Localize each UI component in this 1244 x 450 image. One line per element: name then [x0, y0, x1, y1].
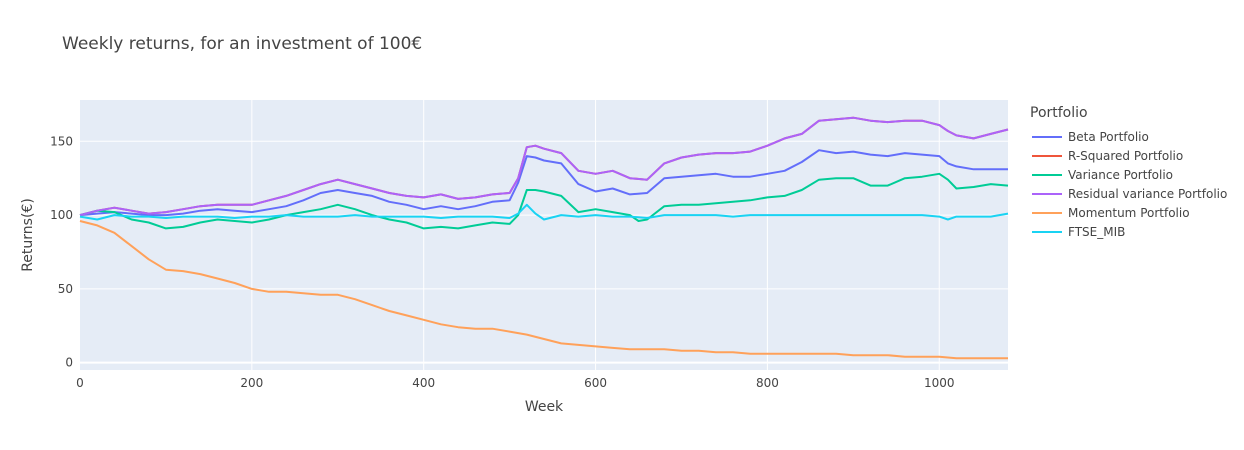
x-tick-label: 0 [76, 376, 84, 390]
y-axis-ticks: 0 50 100 150 [50, 134, 73, 369]
legend-label: FTSE_MIB [1068, 224, 1126, 239]
legend-swatch [1032, 173, 1062, 176]
legend-label: Momentum Portfolio [1068, 205, 1190, 220]
legend-label: R-Squared Portfolio [1068, 148, 1184, 163]
y-tick-label: 150 [50, 134, 73, 148]
x-tick-label: 1000 [924, 376, 955, 390]
series-line-variance-portfolio[interactable] [79, 172, 1009, 230]
legend-item-momentum-portfolio[interactable]: Momentum Portfolio [1030, 203, 1227, 222]
x-tick-label: 600 [584, 376, 607, 390]
y-tick-label: 0 [65, 356, 73, 370]
x-tick-label: 800 [756, 376, 779, 390]
x-axis-title: Week [525, 399, 564, 415]
legend: Portfolio Beta Portfolio R-Squared Portfo… [1030, 105, 1227, 241]
legend-label: Beta Portfolio [1068, 129, 1149, 144]
legend-label: Residual variance Portfolio [1068, 186, 1228, 201]
legend-swatch [1032, 192, 1062, 195]
series-line-beta-portfolio[interactable] [79, 149, 1008, 217]
plot-background [80, 100, 1008, 370]
legend-item-variance-portfolio[interactable]: Variance Portfolio [1030, 165, 1227, 184]
legend-label: Variance Portfolio [1068, 167, 1174, 182]
series-lines [79, 116, 1009, 360]
legend-items: Beta Portfolio R-Squared Portfolio Varianc… [1030, 127, 1227, 241]
y-tick-label: 100 [50, 208, 73, 222]
x-tick-label: 200 [240, 376, 263, 390]
x-axis-ticks: 0 200 400 600 800 1000 [76, 376, 954, 390]
legend-swatch [1032, 154, 1062, 157]
series-line-momentum-portfolio[interactable] [79, 220, 1008, 360]
legend-swatch [1032, 211, 1062, 214]
legend-item-beta-portfolio[interactable]: Beta Portfolio [1030, 127, 1227, 146]
y-axis-title: Returns(€) [20, 198, 36, 272]
legend-item-ftse-mib[interactable]: FTSE_MIB [1030, 222, 1227, 241]
legend-swatch [1032, 135, 1062, 138]
chart-title: Weekly returns, for an investment of 100… [62, 34, 423, 54]
x-tick-label: 400 [412, 376, 435, 390]
legend-item-residual-variance-portfolio[interactable]: Residual variance Portfolio [1030, 184, 1227, 203]
legend-item-r-squared-portfolio[interactable]: R-Squared Portfolio [1030, 146, 1227, 165]
series-line-ftse-mib[interactable] [79, 203, 1009, 221]
y-tick-label: 50 [58, 282, 73, 296]
legend-title: Portfolio [1030, 105, 1088, 121]
legend-swatch [1032, 230, 1062, 233]
series-line-residual-variance-portfolio[interactable] [79, 116, 1009, 217]
